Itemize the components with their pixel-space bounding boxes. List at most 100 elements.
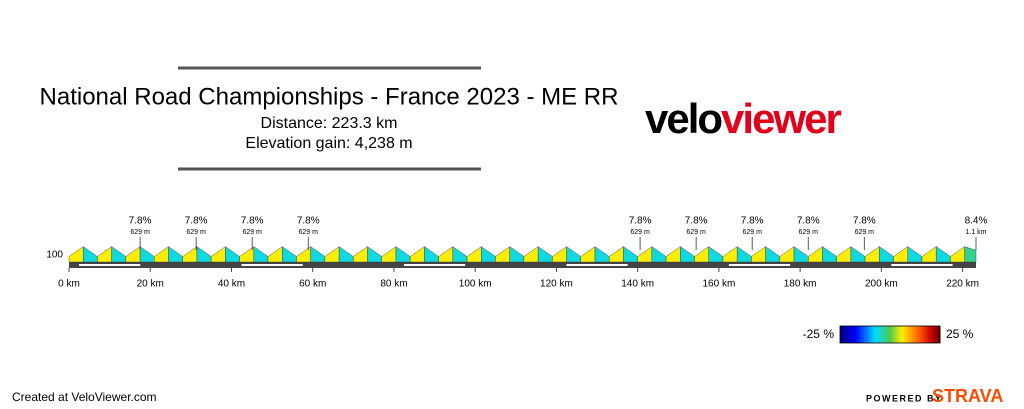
- colorbar-cell: [844, 326, 847, 343]
- scale-stripe: [403, 264, 466, 266]
- climb-grade: 7.8%: [797, 216, 820, 227]
- colorbar-cell: [886, 326, 889, 343]
- profile-segment: [210, 246, 226, 263]
- profile-segment: [338, 246, 354, 263]
- profile-segment: [239, 246, 255, 263]
- profile-segment: [282, 246, 297, 263]
- colorbar-cell: [840, 326, 843, 343]
- colorbar-cell: [870, 326, 873, 343]
- x-tick-label: 20 km: [137, 279, 164, 290]
- profile-segment: [253, 246, 269, 263]
- profile-segment: [168, 246, 183, 263]
- x-tick-label: 140 km: [621, 279, 654, 290]
- profile-segment: [779, 246, 795, 263]
- climb-grade: 7.8%: [241, 216, 264, 227]
- profile-segment: [125, 246, 141, 263]
- climb-grade: 7.8%: [741, 216, 764, 227]
- profile-segment: [139, 246, 155, 263]
- profile-segment: [324, 246, 340, 263]
- colorbar-cell: [868, 326, 871, 343]
- colorbar-cell: [936, 326, 939, 343]
- colorbar-cell: [906, 326, 909, 343]
- climb-grade: 7.8%: [853, 216, 876, 227]
- colorbar-cell: [890, 326, 893, 343]
- colorbar-cell: [872, 326, 875, 343]
- colorbar-frame: [839, 325, 941, 344]
- profile-segment: [864, 246, 880, 263]
- climb-length: 629 m: [630, 229, 650, 236]
- x-tick-label: 120 km: [540, 279, 573, 290]
- colorbar-cell: [938, 326, 941, 343]
- colorbar-cell: [892, 326, 895, 343]
- colorbar-cell: [910, 326, 913, 343]
- colorbar-cell: [902, 326, 905, 343]
- scale-stripe: [728, 264, 791, 266]
- logo-right: viewer: [721, 95, 841, 142]
- profile-segment: [367, 246, 382, 263]
- climb-length: 629 m: [130, 229, 150, 236]
- climb-grade: 8.4%: [965, 216, 988, 227]
- climb-length: 629 m: [299, 229, 319, 236]
- profile-segment: [921, 246, 937, 263]
- x-tick-label: 160 km: [702, 279, 735, 290]
- climb-length: 629 m: [186, 229, 206, 236]
- profile-segment: [736, 246, 752, 263]
- profile-segment: [466, 246, 482, 263]
- profile-segment: [111, 246, 127, 263]
- colorbar-cell: [898, 326, 901, 343]
- colorbar-label: 25 %: [946, 327, 974, 341]
- climb-grade: 7.8%: [297, 216, 320, 227]
- colorbar-cell: [848, 326, 851, 343]
- profile-segment: [395, 246, 411, 263]
- chart-title: National Road Championships - France 202…: [40, 83, 619, 110]
- profile-segment: [381, 246, 397, 263]
- colorbar-cell: [860, 326, 863, 343]
- climb-length: 629 m: [799, 229, 819, 236]
- profile-segment: [722, 246, 738, 263]
- colorbar-cell: [874, 326, 877, 343]
- colorbar-cell: [928, 326, 931, 343]
- profile-segment: [68, 246, 84, 263]
- x-tick-label: 180 km: [784, 279, 817, 290]
- colorbar-cell: [882, 326, 885, 343]
- x-tick-label: 60 km: [299, 279, 326, 290]
- profile-segment: [893, 246, 908, 263]
- profile-segment: [935, 246, 951, 263]
- profile-segment: [609, 246, 624, 263]
- colorbar-cell: [862, 326, 865, 343]
- profile-segment: [225, 246, 240, 263]
- climb-grade: 7.8%: [629, 216, 652, 227]
- profile-segment: [708, 246, 724, 263]
- y-tick-label: 100: [46, 249, 63, 260]
- profile-segment: [509, 246, 525, 263]
- profile-segment: [694, 246, 709, 263]
- profile-segment: [808, 246, 823, 263]
- colorbar-cell: [922, 326, 925, 343]
- climb-grade: 7.8%: [185, 216, 208, 227]
- scale-stripe: [241, 264, 303, 266]
- distance-bar: [69, 262, 976, 268]
- colorbar-cell: [888, 326, 891, 343]
- profile-segment: [822, 246, 837, 263]
- scale-stripe: [891, 264, 953, 266]
- climb-length: 629 m: [242, 229, 262, 236]
- profile-segment: [452, 246, 468, 263]
- profile-segment: [196, 246, 212, 263]
- colorbar-cell: [842, 326, 845, 343]
- colorbar-cell: [930, 326, 933, 343]
- profile-segment: [523, 246, 539, 263]
- scale-stripe: [79, 264, 141, 266]
- profile-segment: [580, 246, 596, 263]
- scale-stripe: [566, 264, 628, 266]
- profile-segment: [182, 246, 198, 263]
- x-tick-label: 220 km: [946, 279, 979, 290]
- profile-segment: [495, 246, 510, 263]
- colorbar-cell: [914, 326, 917, 343]
- colorbar-cell: [920, 326, 923, 343]
- colorbar-cell: [866, 326, 869, 343]
- colorbar-cell: [924, 326, 927, 343]
- colorbar-cell: [846, 326, 849, 343]
- colorbar-cell: [884, 326, 887, 343]
- profile-segment: [850, 246, 866, 263]
- profile-segment: [353, 246, 368, 263]
